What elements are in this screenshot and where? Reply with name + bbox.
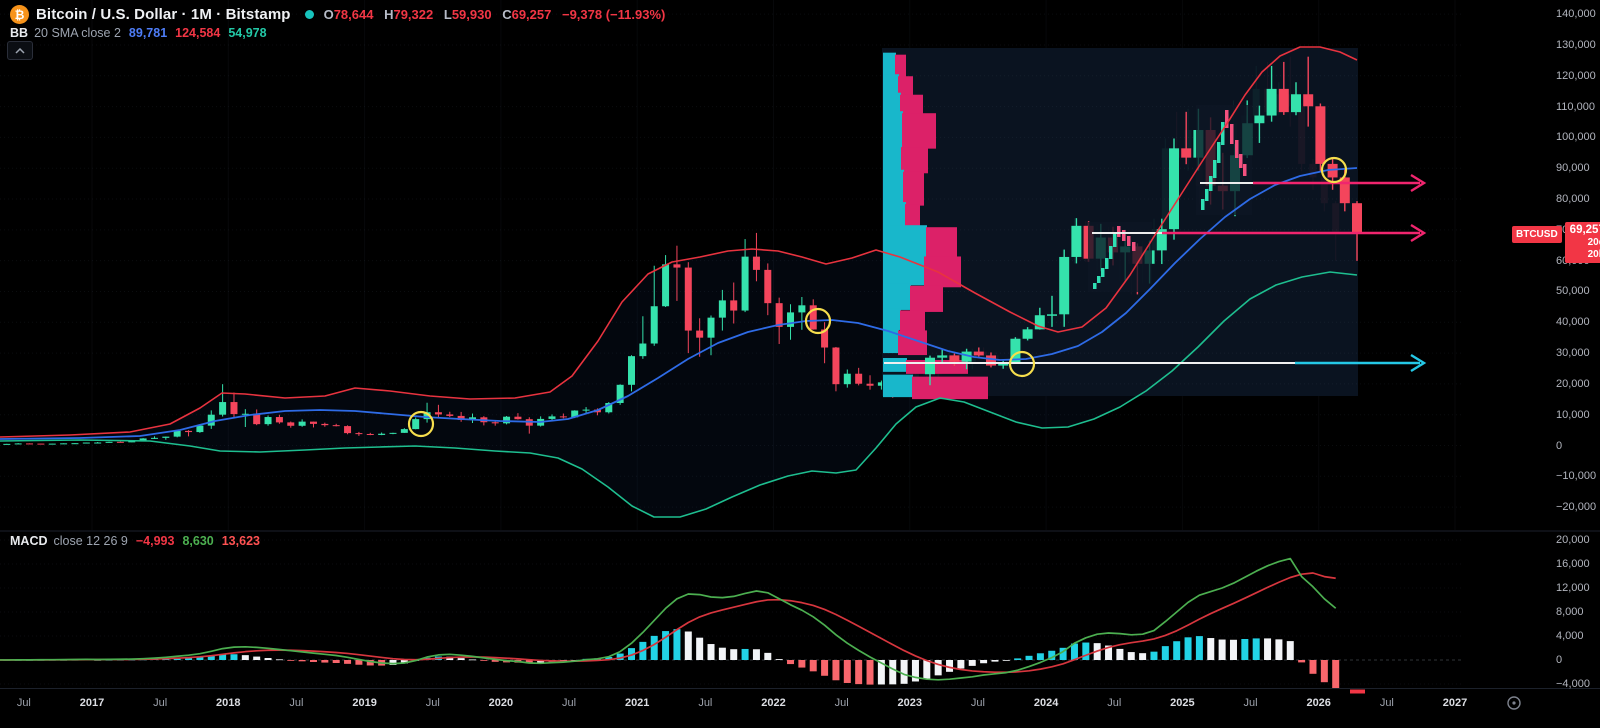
time-axis-month-label: Jul xyxy=(289,697,304,709)
price-axis-label: 20,000 xyxy=(1556,377,1590,390)
time-axis-year-label: 2023 xyxy=(897,697,923,709)
low-value: 59,930 xyxy=(451,7,492,22)
ticker-chip: BTCUSD xyxy=(1512,226,1562,243)
highlight-circle xyxy=(1008,350,1036,378)
price-axis-label: 90,000 xyxy=(1556,162,1590,175)
macd-axis-label: 0 xyxy=(1556,654,1563,666)
last-price-badge[interactable]: BTCUSD 69,257 20d 20h xyxy=(1512,222,1600,263)
last-price: 69,257 xyxy=(1569,224,1600,236)
price-axis-label: 80,000 xyxy=(1556,193,1590,206)
close-value: 69,257 xyxy=(511,7,552,22)
time-axis-month-label: Jul xyxy=(425,697,440,709)
time-axis-year-label: 2021 xyxy=(624,697,650,709)
price-axis-label: 30,000 xyxy=(1556,347,1590,360)
current-bar-time-marker xyxy=(1350,689,1365,694)
price-axis-label: 120,000 xyxy=(1556,69,1596,82)
time-axis-month-label: Jul xyxy=(834,697,849,709)
open-value: 78,644 xyxy=(333,7,374,22)
collapse-legend-button[interactable] xyxy=(7,41,33,60)
macd-signal-value: 13,623 xyxy=(221,534,260,548)
time-axis-year-label: 2017 xyxy=(79,697,105,709)
high-label: H xyxy=(384,7,394,22)
price-axis-label: 40,000 xyxy=(1556,316,1590,329)
time-axis-month-label: Jul xyxy=(16,697,31,709)
price-axis-label: 130,000 xyxy=(1556,38,1596,51)
highlight-circle xyxy=(407,410,435,438)
price-axis-label: 110,000 xyxy=(1556,100,1595,113)
time-axis-month-label: Jul xyxy=(1107,697,1122,709)
highlight-circle xyxy=(1320,156,1348,184)
macd-axis-label: −4,000 xyxy=(1556,678,1590,690)
time-axis-month-label: Jul xyxy=(970,697,985,709)
time-axis-year-label: 2018 xyxy=(216,697,241,709)
symbol-legend[interactable]: ₿ Bitcoin / U.S. Dollar · 1M · Bitstamp … xyxy=(10,5,665,24)
price-axis-label: 50,000 xyxy=(1556,285,1590,298)
macd-params: close 12 26 9 xyxy=(53,534,128,548)
time-axis-month-label: Jul xyxy=(1379,697,1394,709)
macd-axis-label: 12,000 xyxy=(1556,582,1590,594)
time-axis-year-label: 2026 xyxy=(1306,697,1331,709)
high-value: 79,322 xyxy=(393,7,434,22)
macd-hist-value: −4,993 xyxy=(135,534,175,548)
time-axis-year-label: 2019 xyxy=(352,697,377,709)
price-axis-label: 100,000 xyxy=(1556,131,1596,144)
bar-countdown: 20d 20h xyxy=(1587,237,1600,260)
chevron-up-icon xyxy=(15,47,25,54)
macd-line-value: 8,630 xyxy=(182,534,214,548)
macd-legend[interactable]: MACD close 12 26 9 −4,993 8,630 13,623 xyxy=(10,534,260,548)
price-axis-label: 140,000 xyxy=(1556,8,1596,21)
highlight-circle xyxy=(804,307,832,335)
ohlc-readout: O78,644 H79,322 L59,930 C69,257 −9,378 (… xyxy=(324,7,666,22)
bb-upper-value: 124,584 xyxy=(175,26,221,40)
change-value: −9,378 (−11.93%) xyxy=(561,7,666,22)
price-axis-label: −10,000 xyxy=(1556,470,1597,483)
time-axis-month-label: Jul xyxy=(153,697,168,709)
macd-axis-label: 8,000 xyxy=(1556,606,1584,618)
price-axis-label: 0 xyxy=(1556,439,1563,452)
time-axis-month-label: Jul xyxy=(562,697,577,709)
time-axis-year-label: 2022 xyxy=(761,697,786,709)
low-label: L xyxy=(443,7,452,22)
close-label: C xyxy=(502,7,512,22)
macd-pane xyxy=(0,539,1462,688)
price-axis-label: −20,000 xyxy=(1556,501,1597,514)
macd-axis-label: 4,000 xyxy=(1556,630,1584,642)
bb-params: 20 SMA close 2 xyxy=(34,26,121,40)
macd-axis-label: 20,000 xyxy=(1556,534,1590,546)
bb-lower-value: 54,978 xyxy=(228,26,267,40)
timezone-clock-icon[interactable] xyxy=(1506,695,1522,716)
bb-legend[interactable]: BB 20 SMA close 2 89,781 124,584 54,978 xyxy=(10,26,267,40)
bb-basis-value: 89,781 xyxy=(128,26,168,40)
bitcoin-icon: ₿ xyxy=(10,5,29,24)
symbol-title[interactable]: Bitcoin / U.S. Dollar · 1M · Bitstamp xyxy=(36,6,291,23)
price-pane xyxy=(0,13,1462,518)
time-axis-year-label: 2025 xyxy=(1170,697,1195,709)
bb-name: BB xyxy=(10,26,29,40)
market-status-icon xyxy=(304,10,314,19)
time-axis-year-label: 2024 xyxy=(1033,697,1059,709)
price-axis-label: 10,000 xyxy=(1556,408,1590,421)
open-label: O xyxy=(323,7,334,22)
price-countdown-chip: 69,257 20d 20h xyxy=(1564,222,1600,263)
macd-name: MACD xyxy=(10,534,48,548)
time-axis-year-label: 2020 xyxy=(488,697,514,709)
macd-axis-label: 16,000 xyxy=(1556,558,1590,570)
time-axis-month-label: Jul xyxy=(1243,697,1258,709)
time-axis-year-label: 2027 xyxy=(1442,697,1468,709)
time-axis-month-label: Jul xyxy=(698,697,713,709)
